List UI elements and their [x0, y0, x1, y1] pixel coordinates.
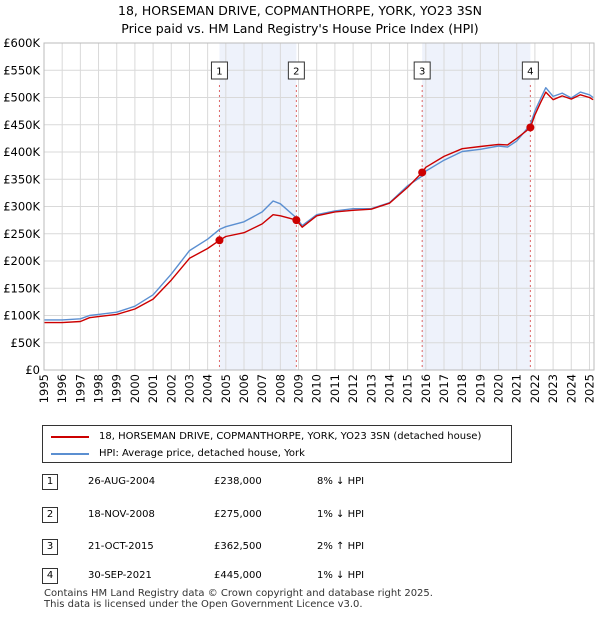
sale-point: [292, 216, 301, 225]
x-tick-label: 2010: [310, 374, 324, 403]
x-tick-label: 2024: [564, 374, 578, 403]
x-tick-label: 2016: [419, 374, 433, 403]
footer-attribution: Contains HM Land Registry data © Crown c…: [44, 588, 433, 610]
x-tick-label: 2001: [146, 374, 160, 403]
y-tick-label: £450K: [3, 118, 40, 132]
x-tick-label: 2013: [364, 374, 378, 403]
sale-price: £238,000: [214, 476, 262, 487]
table-row: 3 21-OCT-2015 £362,500 2% ↑ HPI: [42, 537, 562, 557]
y-tick-label: £400K: [3, 145, 40, 159]
legend-swatch-hpi: [51, 453, 89, 455]
sale-number-badge: 4: [42, 568, 58, 584]
x-tick-label: 2014: [382, 374, 396, 403]
sale-marker-label: 4: [527, 67, 533, 78]
x-tick-label: 2008: [273, 374, 287, 403]
y-tick-label: £0: [25, 363, 40, 377]
y-tick-label: £300K: [3, 200, 40, 214]
sale-hpi-diff: 1% ↓ HPI: [317, 509, 365, 520]
price-chart: £0 £50K £100K £150K £200K £250K £300K £350K £400…: [3, 36, 596, 403]
sale-hpi-diff: 2% ↑ HPI: [317, 541, 365, 552]
sale-marker-label: 2: [293, 67, 299, 78]
x-tick-label: 2020: [492, 374, 506, 403]
chart-title: 18, HORSEMAN DRIVE, COPMANTHORPE, YORK, …: [0, 2, 600, 38]
x-tick-label: 2019: [473, 374, 487, 403]
y-tick-label: £200K: [3, 254, 40, 268]
y-tick-label: £600K: [3, 36, 40, 50]
y-tick-label: £350K: [3, 172, 40, 186]
sale-marker-label: 1: [216, 67, 222, 78]
sale-marker-box: [413, 61, 431, 80]
x-tick-label: 2000: [128, 374, 142, 403]
sale-price: £445,000: [214, 570, 262, 581]
x-tick-label: 2004: [201, 374, 215, 403]
series-line-property: [44, 91, 594, 324]
sale-marker-box: [287, 61, 305, 80]
sale-hpi-diff: 8% ↓ HPI: [317, 476, 365, 487]
x-tick-label: 2018: [455, 374, 469, 403]
x-tick-label: 2022: [528, 374, 542, 403]
sale-marker-box: [521, 61, 539, 80]
x-tick-label: 2011: [328, 374, 342, 403]
y-tick-label: £100K: [3, 309, 40, 323]
y-tick-label: £150K: [3, 281, 40, 295]
table-row: 4 30-SEP-2021 £445,000 1% ↓ HPI: [42, 566, 562, 586]
x-tick-label: 1998: [92, 374, 106, 403]
x-tick-label: 2017: [437, 374, 451, 403]
sale-date: 30-SEP-2021: [88, 570, 152, 581]
x-tick-label: 2002: [164, 374, 178, 403]
table-row: 2 18-NOV-2008 £275,000 1% ↓ HPI: [42, 505, 562, 525]
title-line-2: Price paid vs. HM Land Registry's House …: [121, 21, 479, 36]
x-tick-label: 1995: [37, 374, 51, 403]
x-tick-label: 2003: [182, 374, 196, 403]
y-tick-label: £50K: [11, 336, 41, 350]
sale-price: £362,500: [214, 541, 262, 552]
sale-date: 18-NOV-2008: [88, 509, 155, 520]
x-tick-label: 1999: [110, 374, 124, 403]
footer-line-1: Contains HM Land Registry data © Crown c…: [44, 588, 433, 599]
y-tick-label: £250K: [3, 227, 40, 241]
x-tick-label: 2023: [546, 374, 560, 403]
x-tick-label: 2006: [237, 374, 251, 403]
x-tick-label: 1996: [55, 374, 69, 403]
sale-number-badge: 2: [42, 507, 58, 523]
sale-marker-box: [210, 61, 228, 80]
sale-number-badge: 3: [42, 539, 58, 555]
sale-point: [215, 236, 224, 245]
footer-line-2: This data is licensed under the Open Gov…: [44, 599, 363, 610]
chart-legend: 18, HORSEMAN DRIVE, COPMANTHORPE, YORK, …: [42, 425, 512, 463]
sale-hpi-diff: 1% ↓ HPI: [317, 570, 365, 581]
y-tick-label: £550K: [3, 63, 40, 77]
sale-point: [418, 168, 427, 177]
y-tick-label: £500K: [3, 91, 40, 105]
plot-frame: [43, 42, 595, 371]
x-tick-label: 2015: [401, 374, 415, 403]
legend-label-hpi: HPI: Average price, detached house, York: [99, 448, 305, 459]
x-tick-label: 2012: [346, 374, 360, 403]
x-tick-label: 2009: [292, 374, 306, 403]
legend-swatch-property: [51, 436, 89, 438]
sale-price: £275,000: [214, 509, 262, 520]
sale-number-badge: 1: [42, 474, 58, 490]
x-tick-label: 2025: [582, 374, 596, 403]
x-tick-label: 1997: [73, 374, 87, 403]
x-tick-label: 2007: [255, 374, 269, 403]
x-tick-label: 2005: [219, 374, 233, 403]
sale-point: [526, 123, 535, 132]
title-line-1: 18, HORSEMAN DRIVE, COPMANTHORPE, YORK, …: [118, 3, 482, 18]
sale-date: 21-OCT-2015: [88, 541, 154, 552]
sale-date: 26-AUG-2004: [88, 476, 156, 487]
table-row: 1 26-AUG-2004 £238,000 8% ↓ HPI: [42, 472, 562, 492]
legend-label-property: 18, HORSEMAN DRIVE, COPMANTHORPE, YORK, …: [99, 431, 482, 442]
series-line-hpi: [44, 86, 594, 321]
x-tick-label: 2021: [510, 374, 524, 403]
sale-marker-label: 3: [419, 67, 425, 78]
